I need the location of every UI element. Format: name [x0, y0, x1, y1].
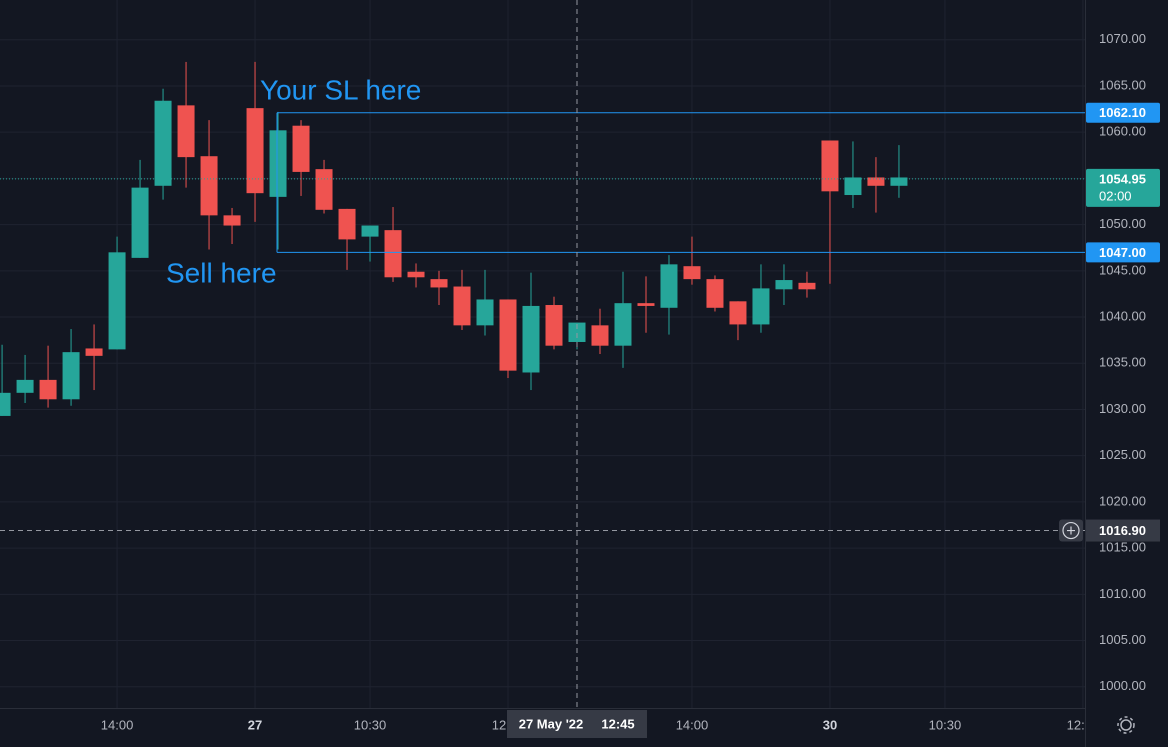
candle-body	[407, 271, 425, 278]
candle-body	[177, 105, 195, 158]
x-tick-label: 27	[248, 717, 262, 732]
y-tick-label: 1045.00	[1099, 262, 1146, 277]
candle-body	[85, 348, 103, 356]
candle-body	[292, 125, 310, 172]
crosshair-time-tag	[506, 710, 647, 738]
y-tick-label: 1035.00	[1099, 355, 1146, 370]
candle-body	[890, 177, 908, 186]
y-tick-label: 1015.00	[1099, 540, 1146, 555]
candle-body	[499, 299, 517, 371]
last-price-label: 1054.95	[1099, 171, 1146, 186]
x-tick-label: 10:30	[929, 717, 962, 732]
candle-body	[269, 130, 287, 197]
y-tick-label: 1040.00	[1099, 308, 1146, 323]
y-tick-label: 1070.00	[1099, 31, 1146, 46]
candle-body	[637, 303, 655, 306]
crosshair-price-tag	[1086, 519, 1160, 542]
candle-body	[108, 252, 126, 350]
candle-body	[545, 305, 563, 346]
candle-body	[844, 177, 862, 196]
candle-body	[614, 303, 632, 346]
y-tick-label: 1050.00	[1099, 216, 1146, 231]
price-tag	[1086, 102, 1160, 123]
crosshair-price-label: 1016.90	[1099, 523, 1146, 538]
y-tick-label: 1000.00	[1099, 678, 1146, 693]
candle-body	[752, 288, 770, 325]
crosshair-plus[interactable]	[1062, 521, 1080, 540]
y-tick-label: 1060.00	[1099, 124, 1146, 139]
price-tag-label: 1047.00	[1099, 245, 1146, 260]
candle-body	[430, 279, 448, 288]
y-tick-label: 1065.00	[1099, 77, 1146, 92]
candle-body	[683, 266, 701, 280]
candle-body	[568, 322, 586, 342]
y-tick-label: 1030.00	[1099, 401, 1146, 416]
candle-body	[453, 286, 471, 326]
candle-body	[706, 279, 724, 308]
settings-icon[interactable]	[1117, 716, 1135, 734]
price-tag-label: 1062.10	[1099, 105, 1146, 120]
candle-body	[775, 280, 793, 290]
y-tick-label: 1010.00	[1099, 586, 1146, 601]
candle-body	[798, 282, 816, 290]
candle-body	[361, 225, 379, 237]
y-tick-label: 1005.00	[1099, 632, 1146, 647]
x-tick-label: 10:30	[354, 717, 387, 732]
candle-body	[131, 187, 149, 258]
crosshair-plus-sign	[1067, 526, 1075, 535]
x-tick-label: 30	[823, 717, 837, 732]
y-tick-label: 1020.00	[1099, 493, 1146, 508]
annotation: Sell here	[166, 257, 277, 288]
candle-body	[62, 352, 80, 400]
x-tick-label: 14:00	[676, 717, 709, 732]
gear-teeth[interactable]	[1117, 716, 1135, 734]
crosshair-date-label: 27 May '22	[519, 716, 584, 731]
countdown-label: 02:00	[1099, 188, 1132, 203]
candle-body	[315, 169, 333, 210]
candle-body	[223, 215, 241, 226]
candle-body	[154, 100, 172, 186]
crosshair-time-label: 12:45	[601, 716, 634, 731]
candle-body	[729, 301, 747, 325]
candle-body	[660, 264, 678, 308]
x-tick-label: 12:00	[1067, 717, 1100, 732]
plot-area	[0, 0, 1085, 708]
candle-body	[591, 325, 609, 346]
candle-body	[476, 299, 494, 326]
gear[interactable]	[1120, 719, 1132, 731]
x-tick-label: 14:00	[101, 717, 134, 732]
candle-body	[200, 156, 218, 216]
candle-body	[522, 305, 540, 373]
candle-body	[338, 208, 356, 240]
price-tag	[1086, 242, 1160, 263]
candle-body	[16, 379, 34, 393]
last-price-tag	[1086, 168, 1160, 207]
candle-body	[246, 108, 264, 194]
annotation: Your SL here	[260, 74, 421, 105]
candle-body	[821, 140, 839, 192]
candle-body	[384, 230, 402, 278]
candle-body	[0, 392, 11, 416]
candle-body	[39, 379, 57, 400]
axes: 1000.00 1005.00 1010.00 1015.00 1020.00 1025.…	[101, 31, 1160, 738]
y-tick-label: 1025.00	[1099, 447, 1146, 462]
candle-body	[867, 177, 885, 186]
